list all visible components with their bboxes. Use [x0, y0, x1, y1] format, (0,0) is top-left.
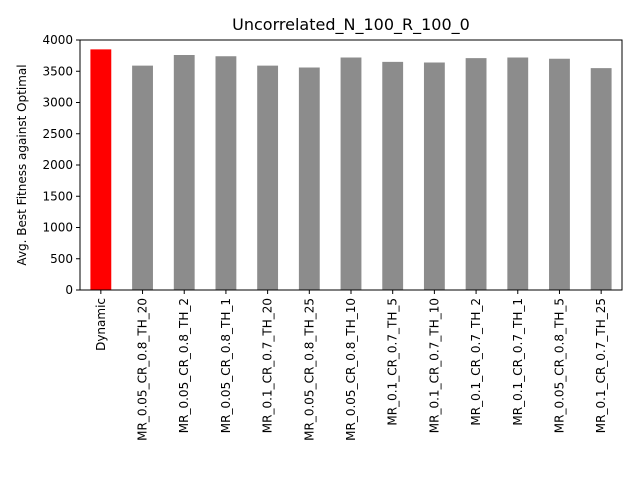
x-tick-label: MR_0.1_CR_0.7_TH_1 [511, 298, 525, 426]
bar-6 [340, 57, 362, 290]
y-tick-label: 3500 [42, 64, 73, 78]
y-axis-label: Avg. Best Fitness against Optimal [15, 64, 29, 265]
x-axis: Dynamic MR_0.05_CR_0.8_TH_20 MR_0.05_CR_0.… [94, 290, 608, 441]
bar-9 [465, 58, 487, 290]
y-tick-label: 1500 [42, 189, 73, 203]
x-tick-label: MR_0.1_CR_0.7_TH_10 [427, 298, 441, 433]
chart-title: Uncorrelated_N_100_R_100_0 [232, 15, 470, 35]
x-tick-label: MR_0.05_CR_0.8_TH_2 [177, 298, 191, 433]
bar-12 [590, 68, 612, 290]
bar-5 [298, 67, 320, 290]
y-tick-label: 2500 [42, 127, 73, 141]
y-tick-label: 3000 [42, 96, 73, 110]
bar-4 [257, 65, 279, 290]
plot-frame [79, 39, 623, 291]
bar-10 [507, 57, 529, 290]
bar-7 [382, 61, 404, 290]
x-tick-label: MR_0.1_CR_0.7_TH_25 [594, 298, 608, 433]
bar-3 [215, 56, 237, 290]
x-tick-label: Dynamic [94, 298, 108, 351]
bar-11 [549, 58, 570, 290]
x-tick-label: MR_0.1_CR_0.7_TH_20 [261, 298, 275, 433]
y-tick-label: 2000 [42, 158, 73, 172]
x-tick-label: MR_0.05_CR_0.8_TH_5 [552, 298, 566, 433]
x-tick-label: MR_0.05_CR_0.8_TH_10 [344, 298, 358, 441]
bar-2 [173, 55, 195, 290]
x-tick-label: MR_0.05_CR_0.8_TH_1 [219, 298, 233, 433]
x-tick-label: MR_0.1_CR_0.7_TH_2 [469, 298, 483, 426]
y-axis: 0 500 1000 1500 2000 2500 3000 3500 4000 [42, 33, 80, 297]
bars-group [90, 49, 612, 290]
bar-1 [132, 65, 153, 290]
bar-8 [423, 62, 445, 290]
y-tick-label: 0 [65, 283, 73, 297]
x-tick-label: MR_0.05_CR_0.8_TH_25 [302, 298, 316, 441]
y-tick-label: 1000 [42, 221, 73, 235]
bar-0 [90, 49, 112, 290]
y-tick-label: 500 [50, 252, 73, 266]
x-tick-label: MR_0.1_CR_0.7_TH_5 [386, 298, 400, 426]
x-tick-label: MR_0.05_CR_0.8_TH_20 [136, 298, 150, 441]
y-tick-label: 4000 [42, 33, 73, 47]
